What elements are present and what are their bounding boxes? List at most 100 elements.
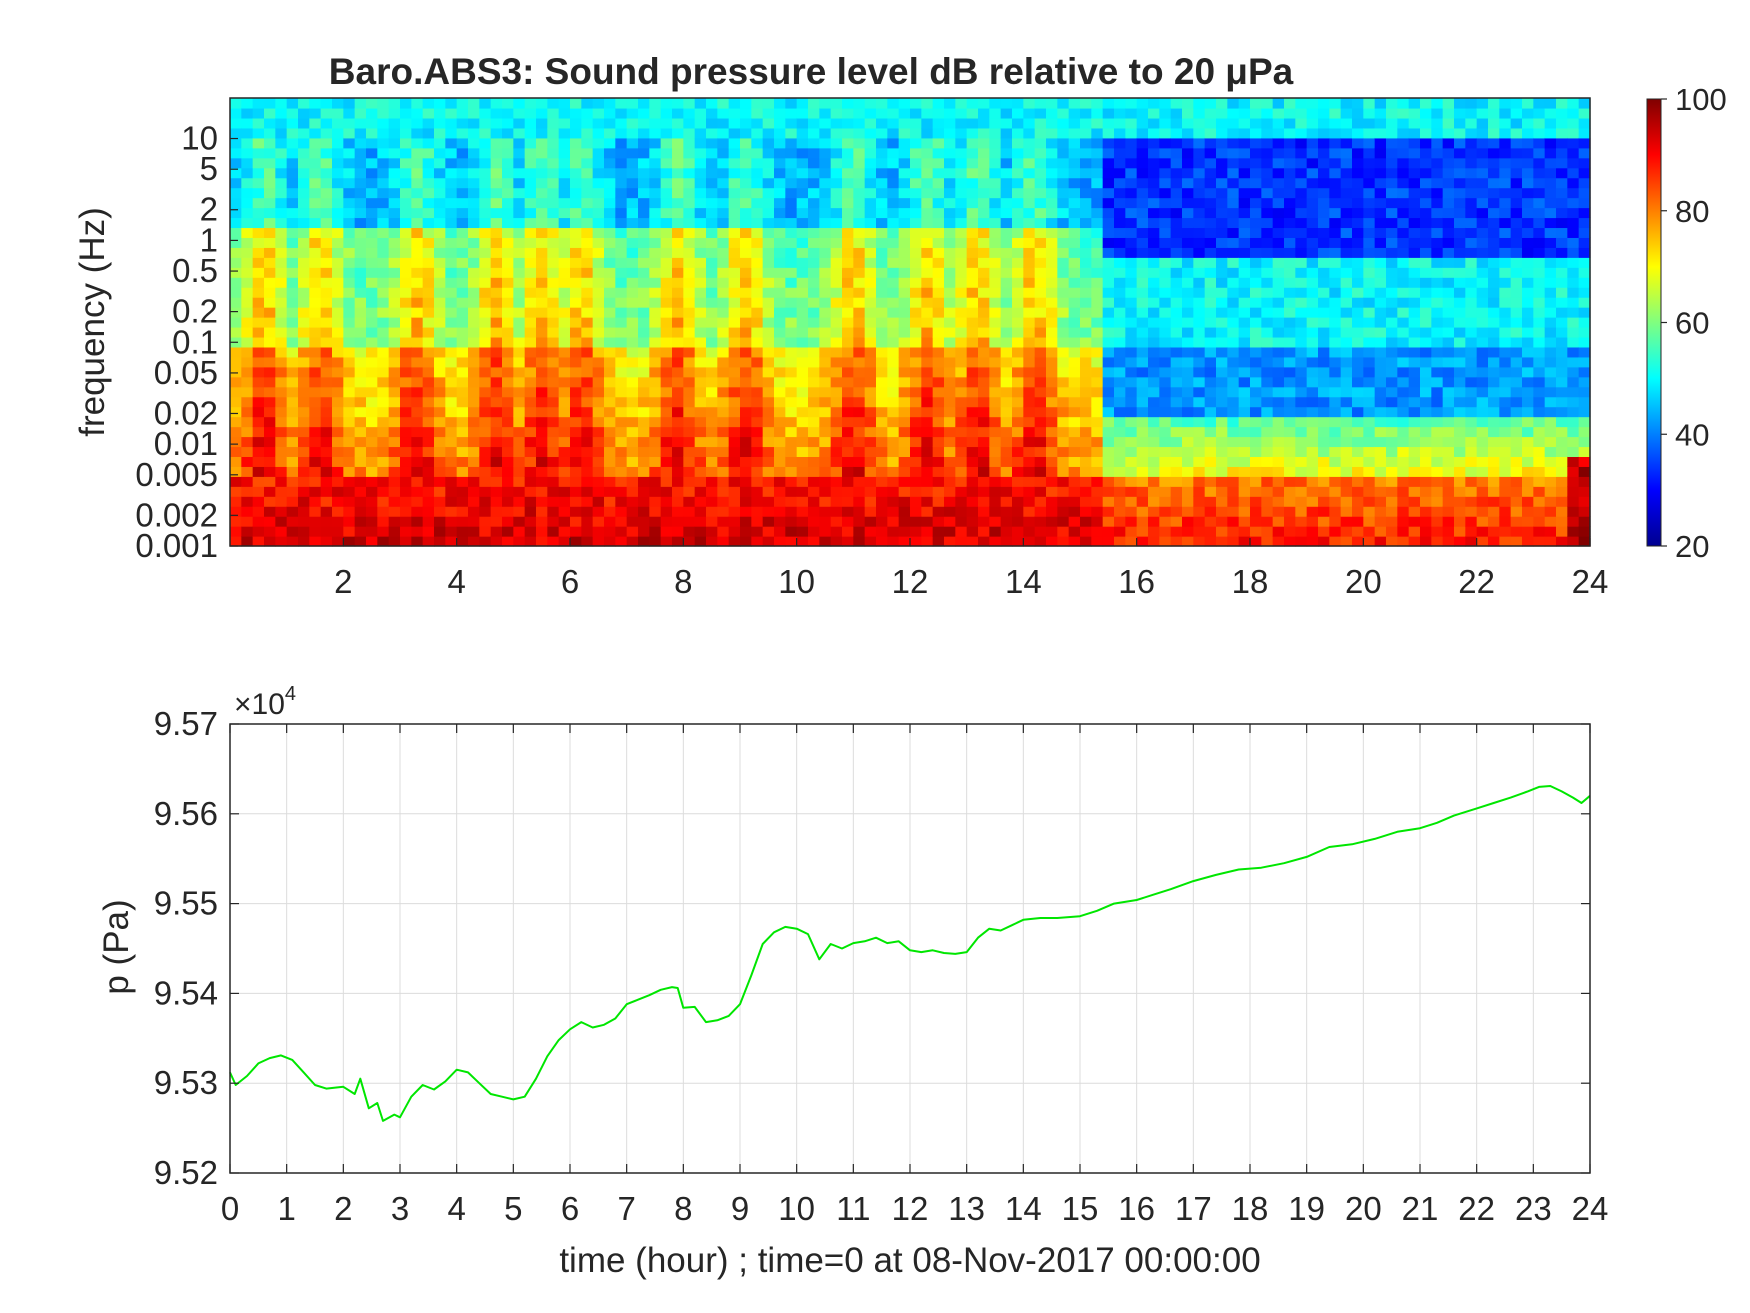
spectrogram-cell [1136, 416, 1149, 428]
spectrogram-cell [898, 297, 911, 308]
spectrogram-cell [490, 536, 503, 547]
spectrogram-cell [1250, 287, 1262, 298]
spectrogram-cell [230, 326, 242, 338]
spectrogram-cell [536, 396, 548, 408]
spectrogram-cell [796, 476, 809, 487]
spectrogram-cell [570, 326, 582, 338]
spectrogram-cell [796, 406, 809, 418]
spectrogram-cell [400, 436, 412, 448]
spectrogram-cell [1476, 177, 1489, 189]
spectrogram-cell [649, 396, 662, 408]
spectrogram-cell [1023, 197, 1036, 209]
spectrogram-cell [842, 117, 854, 129]
spectrogram-cell [1080, 247, 1092, 258]
spectrogram-cell [785, 406, 798, 418]
spectrogram-cell [1012, 326, 1024, 338]
spectrogram-cell [1091, 147, 1104, 159]
spectrogram-cell [615, 307, 628, 318]
spectrogram-cell [955, 386, 968, 398]
spectrogram-cell [1091, 267, 1104, 278]
spectrogram-cell [694, 376, 707, 388]
spectrogram-cell [853, 247, 866, 258]
spectrogram-cell [309, 157, 322, 169]
spectrogram-cell [1408, 117, 1421, 129]
spectrogram-cell [1397, 197, 1410, 209]
spectrogram-cell [683, 326, 696, 338]
spectrogram-cell [921, 436, 934, 448]
spectrogram-cell [513, 516, 526, 527]
spectrogram-cell [1091, 446, 1104, 457]
spectrogram-cell [740, 147, 752, 159]
spectrogram-cell [1216, 187, 1228, 199]
spectrogram-cell [626, 526, 639, 537]
spectrogram-cell [298, 456, 310, 467]
spectrogram-cell [887, 137, 900, 149]
spectrogram-cell [1170, 376, 1183, 388]
spectrogram-cell [1397, 157, 1410, 169]
spectrogram-cell [966, 526, 979, 537]
spectrogram-cell [1216, 476, 1228, 487]
spectrogram-cell [366, 466, 378, 477]
spectrogram-cell [762, 446, 775, 457]
spectrogram-cell [694, 137, 707, 149]
spectrogram-cell [1000, 426, 1013, 438]
spectrogram-cell [1114, 386, 1126, 398]
spectrogram-cell [524, 496, 537, 507]
spectrogram-cell [241, 326, 254, 338]
spectrogram-cell [728, 326, 741, 338]
spectrogram-cell [1193, 237, 1206, 248]
spectrogram-cell [1000, 317, 1013, 328]
spectrogram-cell [1182, 486, 1194, 497]
spectrogram-cell [536, 227, 548, 238]
spectrogram-cell [298, 506, 310, 517]
spectrogram-cell [513, 446, 526, 457]
spectrogram-cell [785, 277, 798, 288]
spectrogram-cell [694, 466, 707, 477]
spectrogram-cell [241, 506, 254, 517]
spectrogram-cell [1046, 98, 1058, 109]
spectrogram-cell [672, 317, 684, 328]
spectrogram-cell [434, 98, 446, 109]
spectrogram-cell [1431, 506, 1444, 517]
spectrogram-cell [592, 237, 605, 248]
spectrogram-cell [445, 426, 458, 438]
spectrogram-cell [1159, 446, 1172, 457]
spectrogram-cell [1352, 466, 1364, 477]
spectrogram-cell [717, 297, 730, 308]
spectrogram-cell [1238, 396, 1251, 408]
spectrogram-cell [411, 496, 424, 507]
spectrogram-cell [751, 516, 764, 527]
spectrogram-cell [1352, 127, 1364, 139]
spectrogram-cell [434, 207, 446, 219]
spectrogram-cell [286, 516, 299, 527]
spectrogram-cell [309, 436, 322, 448]
spectrogram-cell [320, 157, 333, 169]
spectrogram-cell [887, 127, 900, 139]
spectrogram-cell [309, 267, 322, 278]
spectrogram-cell [626, 137, 639, 149]
spectrogram-cell [785, 307, 798, 318]
spectrogram-cell [1193, 326, 1206, 338]
spectrogram-cell [241, 297, 254, 308]
spectrogram-cell [694, 476, 707, 487]
spectrogram-cell [547, 237, 560, 248]
spectrogram-cell [955, 217, 968, 229]
spectrogram-cell [819, 336, 832, 348]
spectrogram-cell [1295, 336, 1308, 348]
spectrogram-cell [366, 496, 378, 507]
spectrogram-cell [1170, 536, 1183, 547]
spectrogram-cell [672, 386, 684, 398]
spectrogram-cell [819, 187, 832, 199]
spectrogram-cell [309, 516, 322, 527]
spectrogram-cell [1408, 227, 1421, 238]
spectrogram-cell [320, 366, 333, 378]
spectrogram-cell [989, 247, 1002, 258]
spectrogram-cell [1091, 197, 1104, 209]
spectrogram-cell [762, 277, 775, 288]
spectrogram-cell [660, 197, 673, 209]
spectrogram-cell [808, 506, 820, 517]
spectrogram-cell [252, 147, 265, 159]
spectrogram-cell [1420, 376, 1432, 388]
spectrogram-cell [932, 177, 945, 189]
spectrogram-cell [1408, 416, 1421, 428]
